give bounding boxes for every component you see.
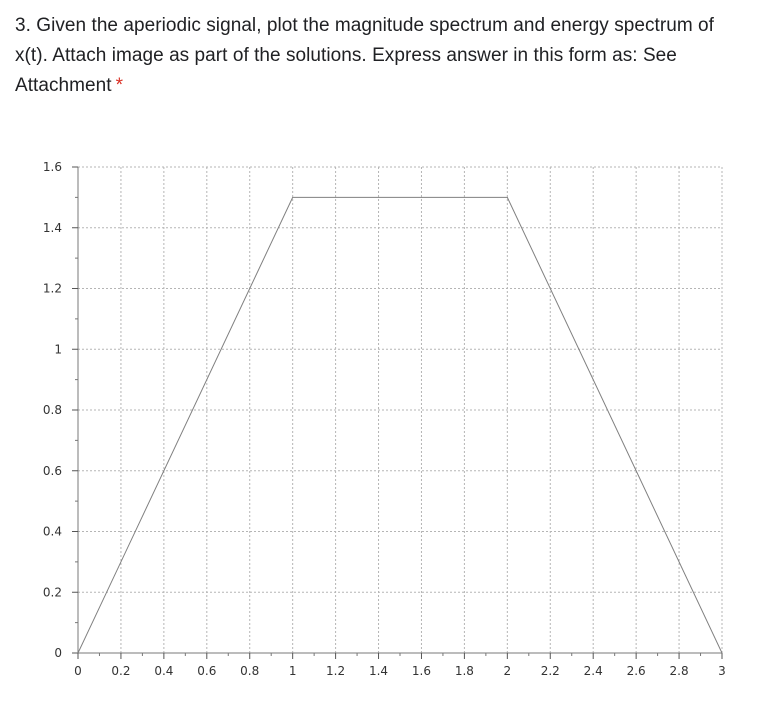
y-tick-label: 0.6 bbox=[43, 464, 62, 478]
x-tick-label: 2.4 bbox=[584, 664, 603, 678]
y-tick-label: 0.2 bbox=[43, 585, 62, 599]
y-tick-label: 0.8 bbox=[43, 403, 62, 417]
y-tick-label: 1.2 bbox=[43, 282, 62, 296]
x-tick-label: 3 bbox=[718, 664, 726, 678]
x-tick-label: 0.8 bbox=[240, 664, 259, 678]
x-tick-label: 2.6 bbox=[627, 664, 646, 678]
x-tick-label: 1.8 bbox=[455, 664, 474, 678]
y-tick-label: 1.6 bbox=[43, 160, 62, 174]
question-text: 3. Given the aperiodic signal, plot the … bbox=[15, 15, 714, 96]
x-tick-label: 1 bbox=[289, 664, 297, 678]
x-tick-label: 0.2 bbox=[111, 664, 130, 678]
x-tick-label: 2.8 bbox=[670, 664, 689, 678]
x-tick-label: 2.2 bbox=[541, 664, 560, 678]
x-tick-label: 2 bbox=[504, 664, 512, 678]
signal-series-line bbox=[77, 196, 723, 654]
x-tick-label: 1.6 bbox=[412, 664, 431, 678]
chart-container: 0 0.2 0.4 0.6 0.8 1 1.2 1.4 1.6 1.8 2 2.2 2.4 2.6 2.8 3… bbox=[0, 140, 758, 695]
x-tick-label: 0.6 bbox=[197, 664, 216, 678]
signal-chart: 0 0.2 0.4 0.6 0.8 1 1.2 1.4 1.6 1.8 2 2.2 2.4 2.6 2.8 3… bbox=[43, 160, 726, 678]
y-tick-label: 1 bbox=[54, 342, 62, 356]
x-tick-label: 0 bbox=[74, 664, 82, 678]
x-tick-label: 1.2 bbox=[326, 664, 345, 678]
question-text-block: 3. Given the aperiodic signal, plot the … bbox=[15, 11, 751, 101]
required-asterisk: * bbox=[115, 75, 124, 96]
x-tick-label: 1.4 bbox=[369, 664, 388, 678]
y-tick-label: 0 bbox=[54, 646, 62, 660]
y-tick-label: 0.4 bbox=[43, 525, 62, 539]
y-tick-label: 1.4 bbox=[43, 221, 62, 235]
x-tick-label: 0.4 bbox=[154, 664, 173, 678]
